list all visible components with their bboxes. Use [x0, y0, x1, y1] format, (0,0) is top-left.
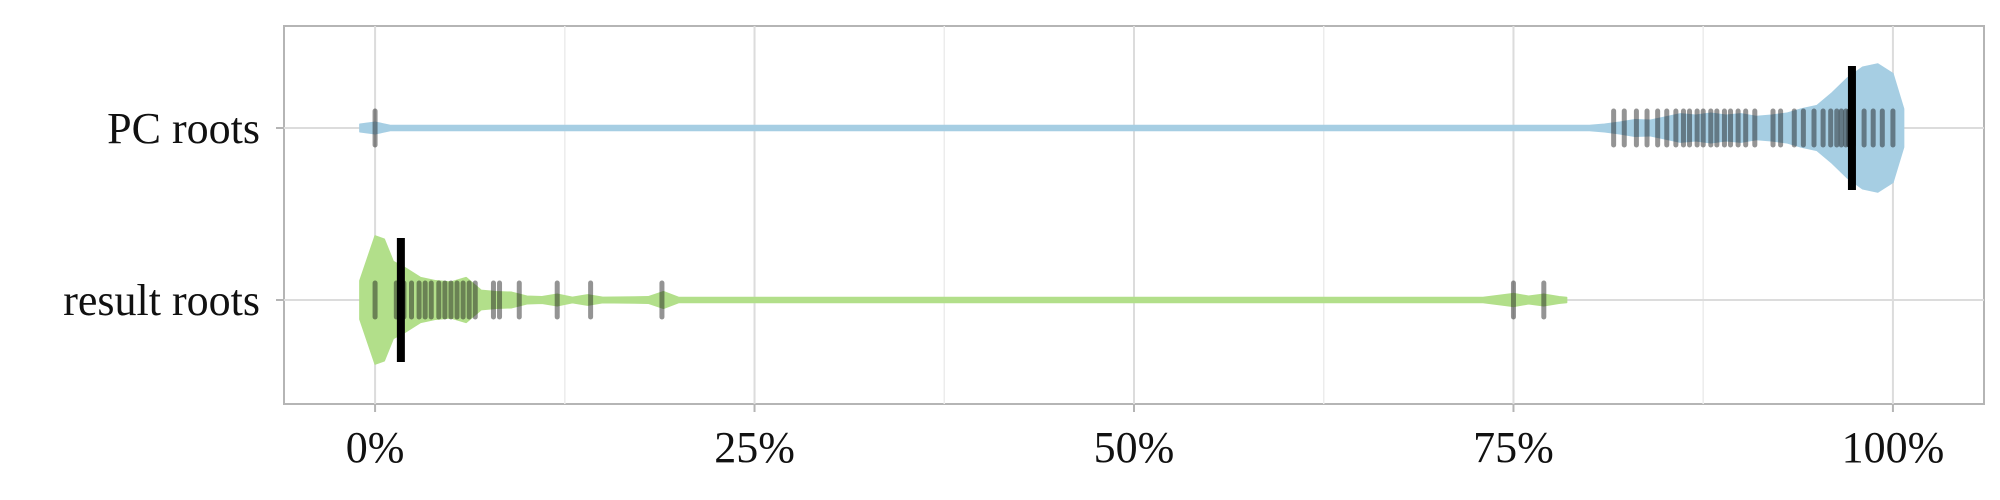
x-tick-label: 50% — [1094, 423, 1175, 472]
violin-body — [359, 63, 1905, 193]
axis-layer: 0% 25% 50% 75% 100% PC roots result roots — [63, 104, 1944, 472]
violin-body — [359, 235, 1568, 365]
x-tick-label: 100% — [1842, 423, 1945, 472]
x-tick-label: 0% — [346, 423, 405, 472]
points-layer — [372, 108, 1896, 320]
x-tick-label: 25% — [714, 423, 795, 472]
x-tick-label: 75% — [1473, 423, 1554, 472]
category-label: PC roots — [107, 104, 260, 153]
median-layer — [396, 66, 1856, 362]
median-marker — [396, 238, 405, 362]
category-label: result roots — [63, 276, 260, 325]
median-marker — [1847, 66, 1856, 190]
violin-layer — [359, 63, 1905, 365]
